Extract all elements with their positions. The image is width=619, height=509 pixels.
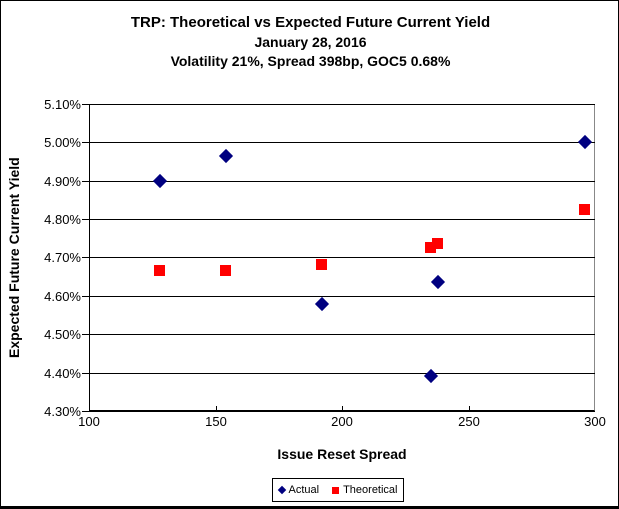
y-gridline (89, 142, 595, 143)
theoretical-square-icon (332, 486, 340, 494)
legend-label-actual: Actual (288, 484, 320, 496)
y-tick-label: 4.60% (44, 289, 81, 304)
y-gridline (89, 181, 595, 182)
x-tick-label: 250 (458, 414, 480, 429)
x-tick-label: 100 (78, 414, 100, 429)
y-tick-label: 5.00% (44, 135, 81, 150)
y-axis-tick (82, 181, 89, 182)
chart-subtitle-parameters: Volatility 21%, Spread 398bp, GOC5 0.68% (170, 53, 451, 69)
y-tick-label: 4.70% (44, 250, 81, 265)
chart-subtitle-date: January 28, 2016 (254, 34, 367, 50)
y-gridline (89, 104, 595, 105)
y-tick-label: 4.40% (44, 366, 81, 381)
data-point-theoretical (578, 203, 590, 215)
y-gridline (89, 411, 595, 412)
y-gridline (89, 257, 595, 258)
y-gridline (89, 373, 595, 374)
y-axis-tick (82, 296, 89, 297)
x-axis-tick (469, 406, 470, 411)
x-axis-title: Issue Reset Spread (277, 446, 407, 462)
x-axis-tick (216, 406, 217, 411)
data-point-theoretical (219, 264, 231, 276)
legend-item-theoretical: Theoretical (332, 484, 398, 496)
x-tick-label: 200 (331, 414, 353, 429)
y-axis-title: Expected Future Current Yield (6, 157, 22, 358)
y-tick-label: 4.80% (44, 212, 81, 227)
y-axis-tick (82, 142, 89, 143)
x-tick-label: 300 (584, 414, 606, 429)
y-axis-tick (82, 104, 89, 105)
y-tick-label: 4.90% (44, 174, 81, 189)
chart-title: TRP: Theoretical vs Expected Future Curr… (130, 14, 491, 31)
y-tick-label: 4.30% (44, 404, 81, 419)
y-gridline (89, 219, 595, 220)
data-point-theoretical (153, 264, 165, 276)
x-tick-label: 150 (205, 414, 227, 429)
data-point-theoretical (432, 238, 444, 250)
data-point-theoretical (424, 241, 436, 253)
y-axis-tick (82, 411, 89, 412)
y-axis-tick (82, 334, 89, 335)
y-axis-tick (82, 219, 89, 220)
y-gridline (89, 296, 595, 297)
chart-title-block: TRP: Theoretical vs Expected Future Curr… (1, 13, 618, 71)
data-point-theoretical (315, 259, 327, 271)
legend: Actual Theoretical (272, 478, 404, 502)
y-axis-tick (82, 373, 89, 374)
legend-label-theoretical: Theoretical (343, 484, 398, 496)
x-axis-tick (342, 406, 343, 411)
legend-item-actual: Actual (277, 484, 320, 496)
actual-diamond-icon (277, 485, 286, 495)
y-tick-label: 5.10% (44, 97, 81, 112)
y-tick-label: 4.50% (44, 327, 81, 342)
y-gridline (89, 334, 595, 335)
y-axis-tick (82, 257, 89, 258)
